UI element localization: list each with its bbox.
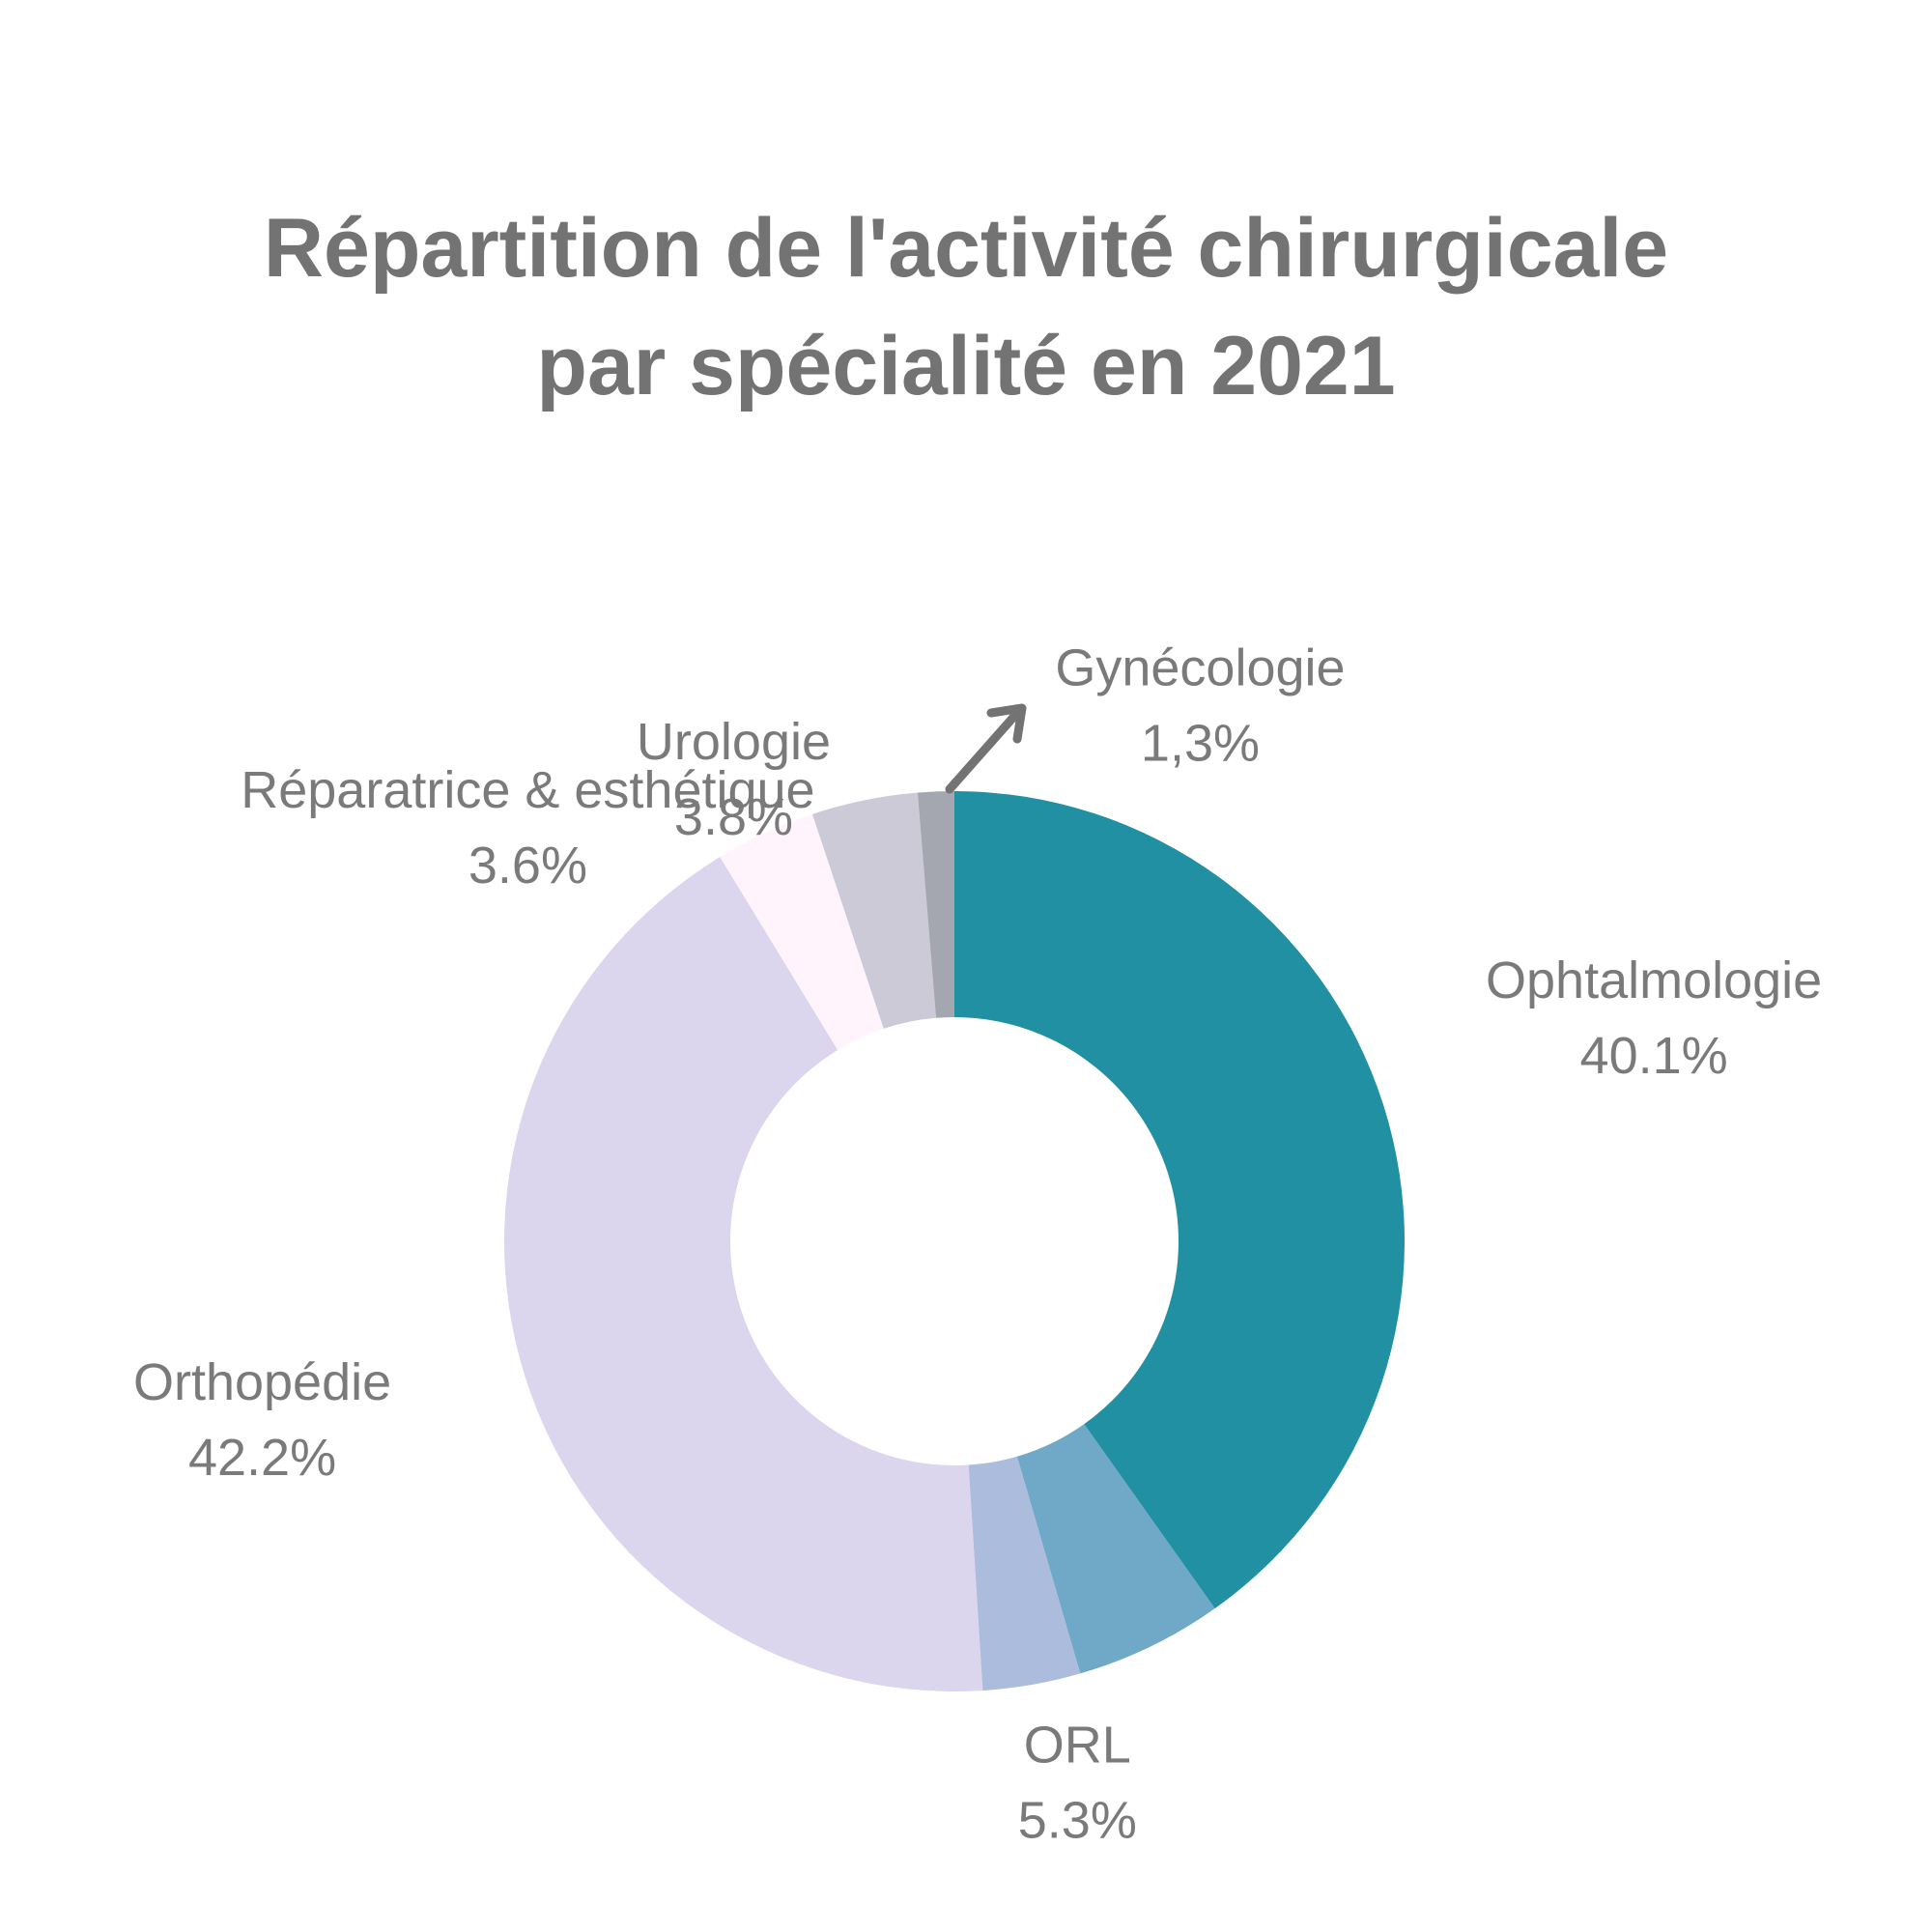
label-value-orthopedie: 42.2% bbox=[188, 1429, 336, 1487]
slice-reparatrice-esthetique bbox=[720, 813, 884, 1050]
callout-arrow-icon bbox=[945, 708, 1022, 794]
callout-arrowhead-icon bbox=[986, 703, 1027, 744]
label-value-orl: 5.3% bbox=[1018, 1792, 1137, 1850]
slice-urologie bbox=[811, 792, 937, 1029]
label-name-urologie: Urologie bbox=[637, 713, 831, 771]
slice-orl bbox=[1016, 1424, 1215, 1674]
chart-title: Répartition de l'activité chirurgicale p… bbox=[0, 189, 1932, 425]
chart-title-line-2: par spécialité en 2021 bbox=[536, 320, 1396, 412]
label-name-gynecologie: Gynécologie bbox=[1055, 639, 1345, 697]
slice-ophtalmologie bbox=[954, 791, 1405, 1609]
label-value-ophtalmologie: 40.1% bbox=[1580, 1027, 1728, 1085]
slice-segment-2 bbox=[968, 1456, 1081, 1691]
slice-orthopedie bbox=[503, 857, 983, 1691]
gynecologie-callout bbox=[945, 703, 1027, 794]
slice-labels: Ophtalmologie 40.1% ORL 5.3% Orthopédie 42.2%… bbox=[133, 639, 1822, 1850]
label-name-ophtalmologie: Ophtalmologie bbox=[1486, 952, 1822, 1009]
label-name-reparatrice-esthetique: Réparatrice & esthétique bbox=[241, 761, 814, 819]
donut-slices bbox=[503, 791, 1405, 1691]
label-value-urologie: 3.8% bbox=[674, 788, 793, 846]
slice-gynecologie bbox=[917, 791, 954, 1018]
label-value-gynecologie: 1,3% bbox=[1141, 715, 1260, 773]
label-name-orl: ORL bbox=[1024, 1717, 1131, 1775]
label-name-orthopedie: Orthopédie bbox=[133, 1353, 391, 1411]
chart-title-line-1: Répartition de l'activité chirurgicale bbox=[263, 202, 1669, 295]
label-value-reparatrice-esthetique: 3.6% bbox=[469, 837, 587, 895]
